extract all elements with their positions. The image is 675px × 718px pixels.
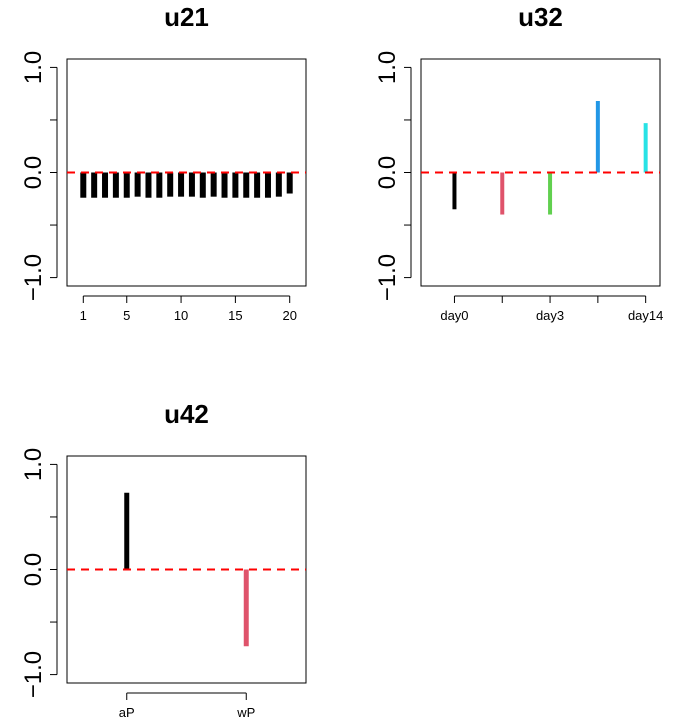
y-tick-label: −1.0	[20, 651, 47, 698]
y-tick-label: 1.0	[20, 51, 47, 84]
y-tick-label: 1.0	[374, 51, 401, 84]
x-tick-label: day0	[440, 308, 468, 323]
x-tick-label: 20	[282, 308, 296, 323]
x-tick-label: day3	[536, 308, 564, 323]
chart-title: u42	[164, 399, 209, 429]
y-tick-label: −1.0	[20, 254, 47, 301]
x-tick-label: day14	[628, 308, 663, 323]
x-tick-label: aP	[119, 705, 135, 718]
chart-panel-u42: u42 1.0 0.0 −1.0 aP wP	[20, 399, 307, 718]
x-tick-label: 1	[80, 308, 87, 323]
chart-title: u21	[164, 2, 209, 32]
y-tick-label: 1.0	[20, 448, 47, 481]
y-tick-label: 0.0	[374, 156, 401, 189]
chart-panel-u32: u32 1.0 0.0 −1.0 day0 day3 day14	[374, 2, 663, 323]
x-tick-label: 5	[123, 308, 130, 323]
x-tick-label: 10	[174, 308, 188, 323]
y-tick-label: 0.0	[20, 156, 47, 189]
y-tick-label: −1.0	[374, 254, 401, 301]
x-tick-label: wP	[236, 705, 255, 718]
x-tick-label: 15	[228, 308, 242, 323]
chart-title: u32	[518, 2, 563, 32]
y-tick-label: 0.0	[20, 553, 47, 586]
